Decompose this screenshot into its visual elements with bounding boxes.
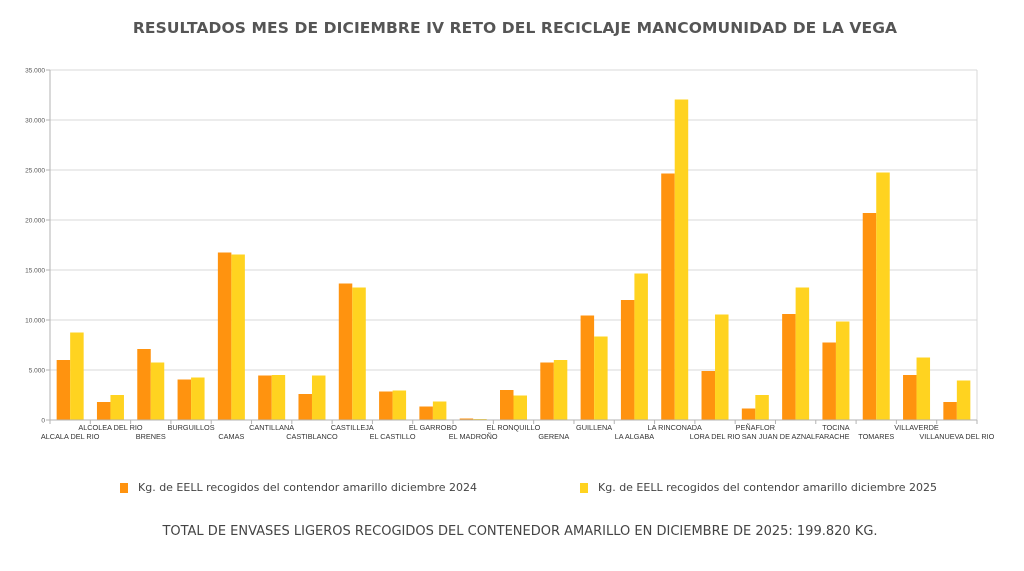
x-category-label: BRENES bbox=[136, 432, 166, 441]
bar-2025 bbox=[271, 375, 286, 420]
bar-2024 bbox=[338, 283, 353, 420]
bar-2024 bbox=[580, 315, 595, 420]
legend-swatch-2025 bbox=[580, 482, 588, 493]
bar-2025 bbox=[835, 321, 850, 420]
x-category-label: TOMARES bbox=[858, 432, 894, 441]
axes bbox=[49, 70, 978, 424]
x-category-label: EL CASTILLO bbox=[370, 432, 416, 441]
bar-2024 bbox=[862, 213, 877, 420]
x-category-label: CANTILLANA bbox=[249, 423, 294, 432]
bar-2025 bbox=[876, 172, 890, 420]
bar-2025 bbox=[634, 273, 648, 420]
bar-2024 bbox=[661, 173, 675, 420]
x-category-label: LA RINCONADA bbox=[648, 423, 702, 432]
x-category-label: EL GARROBO bbox=[409, 423, 457, 432]
bar-2024 bbox=[903, 375, 917, 420]
y-tick-label: 5.000 bbox=[29, 368, 46, 375]
bar-2024 bbox=[379, 391, 393, 420]
bar-2024 bbox=[701, 371, 716, 420]
bar-2024 bbox=[782, 314, 796, 420]
bar-2024 bbox=[419, 406, 433, 420]
bar-2025 bbox=[352, 287, 366, 420]
bar-2025 bbox=[916, 357, 931, 420]
bar-2024 bbox=[137, 349, 151, 420]
bar-2024 bbox=[943, 402, 957, 420]
y-axis-ticks: 0 5.000 10.000 15.000 20.000 25.000 30.000 35.0… bbox=[25, 68, 45, 425]
bar-2025 bbox=[674, 99, 689, 420]
y-tick-label: 15.000 bbox=[25, 268, 45, 275]
legend-label-2025: Kg. de EELL recogidos del contendor amar… bbox=[598, 481, 937, 494]
y-tick-label: 0 bbox=[41, 418, 45, 425]
bar-2025 bbox=[231, 254, 245, 420]
legend-item-2024: Kg. de EELL recogidos del contendor amar… bbox=[120, 481, 477, 494]
x-category-label: CASTIBLANCO bbox=[286, 432, 338, 441]
x-category-label: LA ALGABA bbox=[615, 432, 654, 441]
bar-2025 bbox=[513, 395, 527, 420]
bar-2024 bbox=[56, 360, 71, 420]
x-category-label: GERENA bbox=[538, 432, 569, 441]
bar-2024 bbox=[741, 408, 756, 420]
bar-2024 bbox=[540, 362, 554, 420]
bar-2024 bbox=[620, 300, 635, 420]
x-category-label: CASTILLEJA bbox=[331, 423, 374, 432]
bar-2025 bbox=[191, 377, 205, 420]
legend-swatch-2024 bbox=[120, 482, 128, 493]
bar-2024 bbox=[822, 342, 836, 420]
bar-2025 bbox=[150, 362, 165, 420]
y-tick-label: 30.000 bbox=[25, 118, 45, 125]
bar-2025 bbox=[553, 360, 568, 420]
bar-2025 bbox=[594, 336, 608, 420]
total-summary: TOTAL DE ENVASES LIGEROS RECOGIDOS DEL C… bbox=[162, 524, 878, 539]
y-tick-label: 35.000 bbox=[25, 68, 45, 75]
bar-2024 bbox=[177, 379, 192, 420]
x-category-label: VILLAVERDE bbox=[894, 423, 939, 432]
y-tick-label: 25.000 bbox=[25, 168, 45, 175]
bar-2025 bbox=[795, 287, 810, 420]
legend-label-2024: Kg. de EELL recogidos del contendor amar… bbox=[138, 481, 477, 494]
bar-2024 bbox=[459, 418, 474, 420]
bar-2024 bbox=[298, 394, 312, 420]
x-category-label: EL MADROÑO bbox=[449, 432, 498, 441]
x-category-label: PEÑAFLOR bbox=[736, 423, 775, 432]
x-category-label: EL RONQUILLO bbox=[487, 423, 541, 432]
x-category-label: ALCOLEA DEL RIO bbox=[78, 423, 143, 432]
bar-2025 bbox=[715, 314, 729, 420]
bar-2025 bbox=[755, 395, 769, 420]
x-category-label: SAN JUAN DE AZNALFARACHE bbox=[742, 432, 850, 441]
y-tick-label: 20.000 bbox=[25, 218, 45, 225]
bar-2025 bbox=[110, 395, 124, 420]
bar-2025 bbox=[70, 332, 84, 420]
bar-2024 bbox=[217, 252, 232, 420]
x-category-label: CAMAS bbox=[218, 432, 244, 441]
bar-2025 bbox=[432, 401, 447, 420]
x-category-label: TOCINA bbox=[822, 423, 850, 432]
bars bbox=[56, 99, 971, 420]
x-category-label: GUILLENA bbox=[576, 423, 612, 432]
x-category-label: BURGUILLOS bbox=[168, 423, 215, 432]
bar-2025 bbox=[392, 390, 407, 420]
bar-2024 bbox=[96, 402, 111, 420]
x-category-label: ALCALA DEL RIO bbox=[41, 432, 100, 441]
bar-2024 bbox=[258, 375, 272, 420]
bar-2024 bbox=[500, 390, 514, 420]
x-category-label: VILLANUEVA DEL RIO bbox=[919, 432, 994, 441]
chart-title: RESULTADOS MES DE DICIEMBRE IV RETO DEL … bbox=[132, 19, 898, 37]
bar-2025 bbox=[956, 380, 971, 420]
x-category-label: LORA DEL RIO bbox=[690, 432, 741, 441]
y-tick-label: 10.000 bbox=[25, 318, 45, 325]
legend-item-2025: Kg. de EELL recogidos del contendor amar… bbox=[580, 481, 937, 494]
bar-2025 bbox=[311, 375, 326, 420]
bar-chart: 0 5.000 10.000 15.000 20.000 25.000 30.000 35.0… bbox=[25, 68, 995, 442]
